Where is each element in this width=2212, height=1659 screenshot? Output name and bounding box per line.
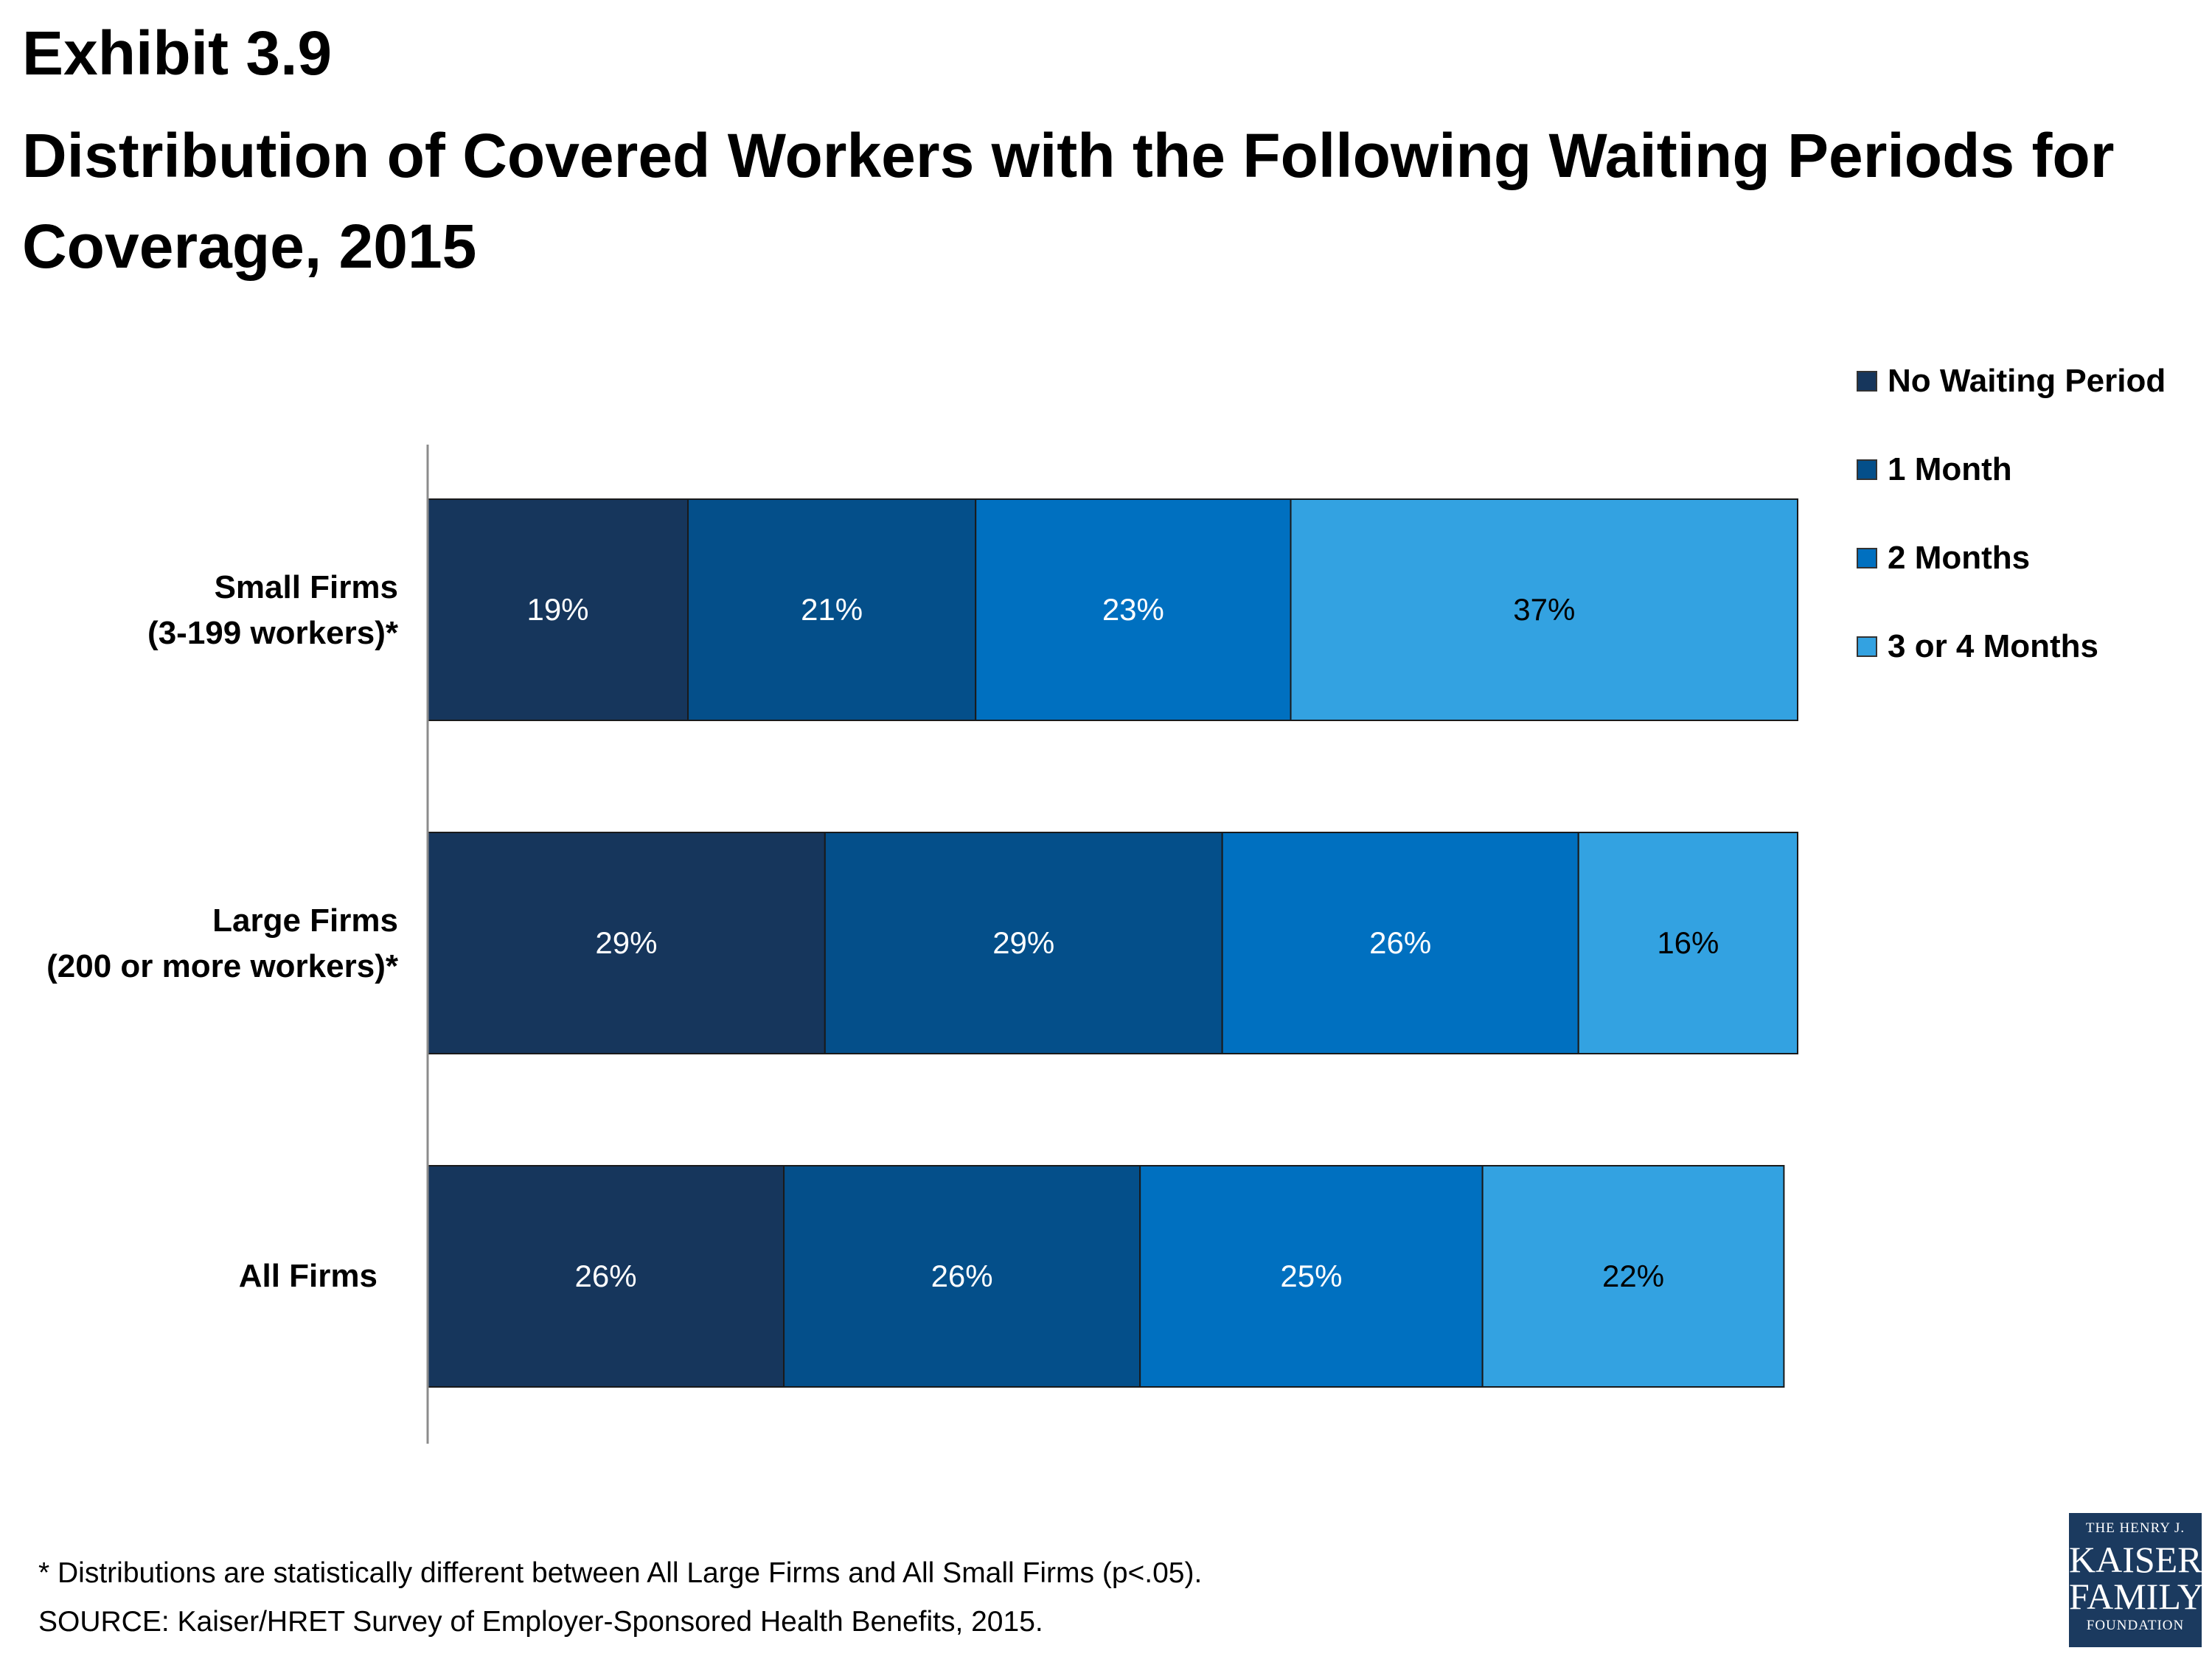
legend-label: 3 or 4 Months	[1888, 628, 2099, 664]
bar-segment-small-firms-1-month	[687, 498, 977, 721]
bar-segment-large-firms-1-month	[824, 832, 1223, 1054]
legend-swatch	[1857, 548, 1877, 568]
legend-item-2-months: 2 Months	[1857, 536, 2030, 580]
data-label-small-firms-2-months: 23%	[1102, 592, 1164, 627]
data-label-large-firms-1-month: 29%	[992, 925, 1054, 960]
data-label-all-firms-2-months: 25%	[1280, 1259, 1342, 1293]
data-label-large-firms-2-months: 26%	[1369, 925, 1431, 960]
bar-segment-all-firms-2-months	[1139, 1165, 1484, 1388]
data-label-small-firms-no-waiting-period: 19%	[526, 592, 588, 627]
legend-item-3-or-4-months: 3 or 4 Months	[1857, 625, 2098, 669]
data-label-small-firms-1-month: 21%	[801, 592, 863, 627]
category-label-large-firms: Large Firms (200 or more workers)*	[46, 902, 398, 984]
data-label-all-firms-no-waiting-period: 26%	[575, 1259, 637, 1293]
bar-segment-large-firms-3-or-4-months	[1577, 832, 1798, 1054]
bar-segment-small-firms-2-months	[975, 498, 1292, 721]
exhibit-number: Exhibit 3.9	[22, 18, 333, 88]
category-label-small-firms: Small Firms (3-199 workers)*	[147, 569, 398, 651]
data-label-small-firms-3-or-4-months: 37%	[1513, 592, 1575, 627]
legend-label: No Waiting Period	[1888, 363, 2166, 399]
legend-label: 1 Month	[1888, 451, 2012, 487]
legend-label: 2 Months	[1888, 540, 2031, 576]
data-label-large-firms-3-or-4-months: 16%	[1657, 925, 1719, 960]
chart-title: Distribution of Covered Workers with the…	[22, 121, 2115, 281]
source-note: SOURCE: Kaiser/HRET Survey of Employer-S…	[38, 1606, 1043, 1638]
category-label-all-firms: All Firms	[238, 1258, 378, 1294]
data-label-all-firms-1-month: 26%	[931, 1259, 993, 1293]
legend-swatch	[1857, 636, 1877, 657]
data-label-all-firms-3-or-4-months: 22%	[1602, 1259, 1664, 1293]
kff-logo: THE HENRY J. KAISER FAMILY FOUNDATION	[2069, 1513, 2204, 1647]
legend-item-no-waiting-period: No Waiting Period	[1857, 359, 2166, 403]
bar-segment-small-firms-3-or-4-months	[1290, 498, 1799, 721]
significance-footnote: * Distributions are statistically differ…	[38, 1557, 1203, 1589]
data-label-large-firms-no-waiting-period: 29%	[595, 925, 657, 960]
bar-segment-all-firms-3-or-4-months	[1481, 1165, 1785, 1388]
bar-segment-all-firms-1-month	[783, 1165, 1141, 1388]
legend-swatch	[1857, 371, 1877, 392]
bar-segment-large-firms-2-months	[1221, 832, 1579, 1054]
legend-swatch	[1857, 459, 1877, 480]
legend-item-1-month: 1 Month	[1857, 448, 2012, 492]
bar-segment-large-firms-no-waiting-period	[427, 832, 826, 1054]
